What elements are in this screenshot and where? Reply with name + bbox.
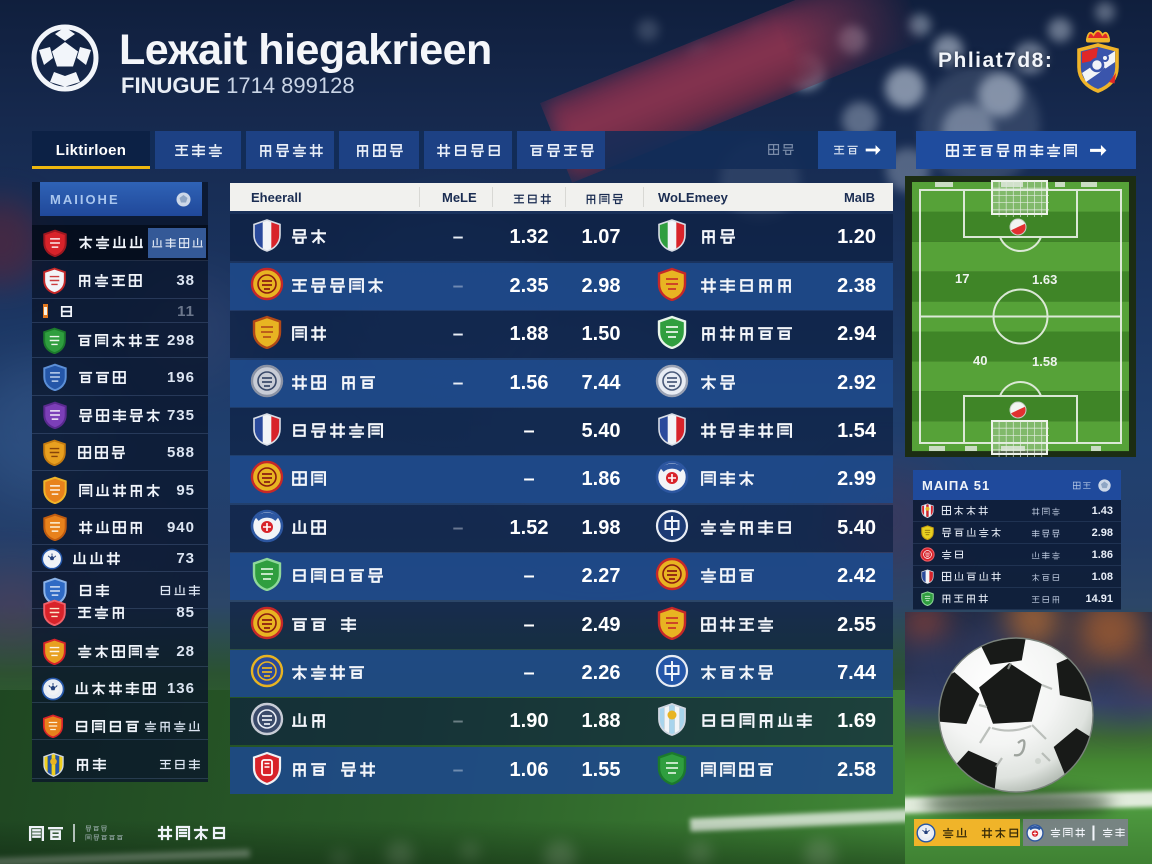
svg-text:17: 17	[955, 271, 969, 286]
svg-text:1.58: 1.58	[1032, 354, 1057, 369]
svg-text:40: 40	[973, 353, 987, 368]
svg-text:1.63: 1.63	[1032, 272, 1057, 287]
